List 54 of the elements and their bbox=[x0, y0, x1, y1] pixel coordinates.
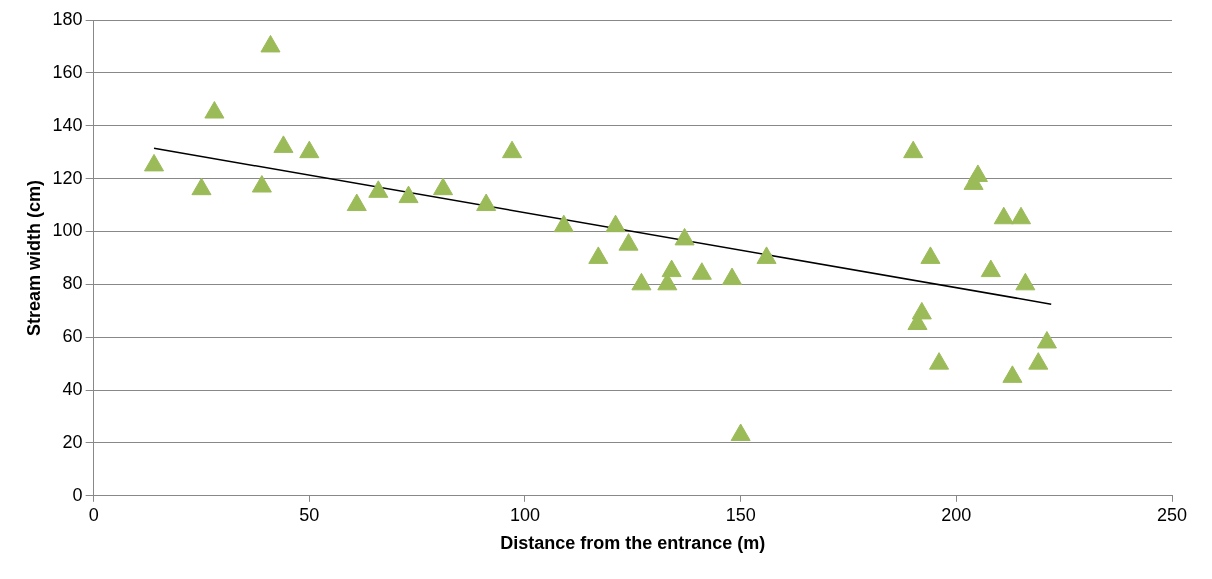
x-tick-label: 0 bbox=[88, 504, 99, 525]
y-tick-label: 0 bbox=[72, 484, 83, 505]
point bbox=[144, 153, 165, 172]
point bbox=[251, 175, 272, 193]
y-tick-label: 80 bbox=[62, 273, 83, 294]
y-tick-label: 140 bbox=[52, 114, 83, 135]
point bbox=[191, 177, 212, 196]
point bbox=[756, 246, 777, 264]
point bbox=[920, 246, 941, 264]
y-tick-label: 60 bbox=[62, 326, 83, 347]
point bbox=[260, 34, 281, 53]
point bbox=[476, 193, 497, 212]
point bbox=[299, 140, 320, 159]
point bbox=[730, 423, 751, 441]
point bbox=[691, 262, 712, 280]
point bbox=[1028, 352, 1049, 370]
point bbox=[502, 140, 523, 159]
point bbox=[674, 227, 695, 246]
point bbox=[588, 246, 609, 264]
point bbox=[1011, 206, 1032, 225]
y-tick-label: 20 bbox=[62, 431, 83, 452]
point bbox=[618, 233, 639, 251]
y-tick-label: 100 bbox=[52, 220, 83, 241]
x-tick-label: 200 bbox=[941, 504, 972, 525]
x-tick-label: 150 bbox=[725, 504, 756, 525]
point bbox=[967, 164, 988, 182]
y-tick-label: 40 bbox=[62, 379, 83, 400]
point bbox=[911, 301, 932, 320]
point bbox=[1002, 365, 1023, 383]
point bbox=[433, 177, 454, 196]
point bbox=[993, 206, 1014, 225]
y-axis-title: Stream width (cm) bbox=[23, 179, 44, 336]
point bbox=[204, 101, 225, 119]
point bbox=[1015, 272, 1036, 291]
point bbox=[346, 193, 367, 212]
point bbox=[929, 352, 950, 370]
point bbox=[661, 259, 682, 278]
x-tick-label: 100 bbox=[509, 504, 540, 525]
point bbox=[631, 272, 652, 291]
x-tick-label: 250 bbox=[1156, 504, 1188, 525]
point bbox=[722, 267, 743, 286]
x-axis-title: Distance from the entrance (m) bbox=[500, 533, 766, 554]
point bbox=[605, 214, 626, 233]
point bbox=[980, 259, 1001, 278]
point bbox=[398, 185, 419, 204]
point bbox=[553, 214, 574, 233]
point bbox=[273, 135, 294, 153]
x-tick-label: 50 bbox=[299, 504, 320, 525]
y-tick-label: 160 bbox=[52, 61, 83, 82]
y-tick-label: 120 bbox=[52, 167, 83, 188]
point bbox=[1036, 330, 1057, 349]
point bbox=[903, 140, 924, 159]
y-tick-label: 180 bbox=[52, 8, 83, 29]
point bbox=[368, 180, 389, 198]
